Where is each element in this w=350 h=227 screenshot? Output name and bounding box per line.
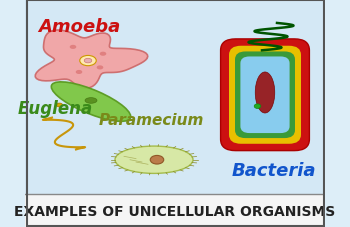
Ellipse shape xyxy=(70,46,76,50)
Text: Euglena: Euglena xyxy=(18,100,93,118)
Ellipse shape xyxy=(84,59,92,64)
Ellipse shape xyxy=(85,98,97,104)
Ellipse shape xyxy=(100,52,106,57)
Text: EXAMPLES OF UNICELLULAR ORGANISMS: EXAMPLES OF UNICELLULAR ORGANISMS xyxy=(14,204,336,218)
FancyBboxPatch shape xyxy=(229,47,301,144)
Text: Paramecium: Paramecium xyxy=(98,113,204,128)
Ellipse shape xyxy=(76,71,82,75)
Ellipse shape xyxy=(97,66,103,70)
Ellipse shape xyxy=(56,104,63,107)
Ellipse shape xyxy=(255,73,275,114)
FancyBboxPatch shape xyxy=(25,0,325,197)
FancyBboxPatch shape xyxy=(220,40,309,151)
FancyBboxPatch shape xyxy=(235,52,295,138)
Text: Amoeba: Amoeba xyxy=(38,18,120,36)
Ellipse shape xyxy=(150,156,164,164)
FancyBboxPatch shape xyxy=(240,57,289,133)
Polygon shape xyxy=(35,31,148,89)
Ellipse shape xyxy=(115,146,193,174)
Ellipse shape xyxy=(254,104,261,109)
FancyBboxPatch shape xyxy=(25,194,325,227)
Text: Bacteria: Bacteria xyxy=(232,161,316,179)
Ellipse shape xyxy=(51,82,131,122)
Ellipse shape xyxy=(80,56,96,67)
